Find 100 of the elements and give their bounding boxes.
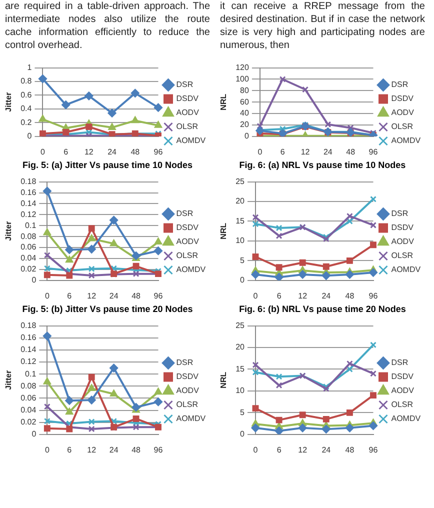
y-tick-label: 1 — [27, 63, 32, 72]
y-axis-title: Jitter — [4, 92, 14, 112]
x-tick-label: 96 — [154, 445, 164, 454]
y-tick-label: 80 — [240, 86, 250, 95]
x-tick-label: 96 — [368, 445, 378, 454]
legend-label: DSDV — [391, 223, 414, 232]
legend-label: AOMDV — [391, 414, 422, 424]
y-tick-label: 40 — [240, 108, 250, 118]
y-tick-label: 0.08 — [20, 381, 37, 390]
x-tick-label: 0 — [40, 147, 46, 156]
text: are required in a table-driven approach. The intermediate nodes also utilize the route cache information efficiently to reduce the control overhead. — [5, 0, 210, 52]
x-tick-label: 96 — [368, 147, 378, 156]
x-tick-label: 6 — [280, 147, 286, 156]
x-tick-label: 48 — [132, 445, 142, 454]
x-tick-label: 6 — [276, 291, 282, 300]
legend-label: AOMDV — [391, 136, 422, 146]
y-tick-label: 0.12 — [20, 357, 37, 366]
y-tick-label: 0.2 — [20, 118, 32, 127]
text: Fig. 5: (a) Jitter Vs pause time 10 Nodes — [21, 160, 194, 172]
x-tick-label: 24 — [322, 445, 332, 454]
y-tick-label: 0.4 — [20, 104, 32, 114]
y-axis-title: Jitter — [4, 221, 14, 241]
y-tick-label: 0.04 — [20, 405, 37, 414]
x-tick-label: 0 — [258, 147, 263, 156]
y-axis-title: NRL — [219, 372, 228, 388]
x-tick-label: 48 — [346, 147, 356, 156]
y-tick-label: 20 — [236, 342, 246, 352]
legend-label: AODV — [176, 386, 200, 396]
legend-label: DSR — [176, 358, 194, 368]
x-tick-label: 48 — [345, 445, 355, 454]
y-tick-label: 0 — [240, 276, 246, 285]
text: Fig. 6: (b) NRL Vs pause time 20 Nodes — [238, 304, 407, 316]
y-tick-label: 0.16 — [20, 188, 37, 197]
x-tick-label: 12 — [87, 291, 97, 300]
x-tick-label: 0 — [44, 445, 50, 454]
x-tick-label: 24 — [322, 291, 332, 300]
legend-label: AODV — [391, 237, 415, 246]
x-tick-label: 24 — [108, 147, 118, 156]
y-tick-label: 0 — [32, 430, 37, 439]
y-tick-label: 20 — [240, 120, 250, 130]
x-tick-label: 0 — [253, 291, 258, 300]
y-tick-label: 5 — [240, 408, 246, 417]
legend-label: OLSR — [391, 400, 414, 410]
y-tick-label: 0.02 — [20, 264, 37, 274]
y-tick-label: 0 — [240, 430, 246, 439]
legend-label: AODV — [391, 108, 415, 118]
legend-label: OLSR — [391, 251, 414, 260]
legend-label: DSDV — [176, 372, 200, 382]
x-tick-label: 96 — [154, 291, 164, 300]
x-tick-label: 0 — [44, 291, 50, 300]
y-tick-label: 0.06 — [20, 393, 37, 402]
x-tick-label: 0 — [253, 445, 258, 454]
x-tick-label: 12 — [298, 445, 308, 454]
y-axis-title: Jitter — [4, 370, 14, 390]
y-tick-label: 25 — [236, 177, 246, 186]
y-tick-label: 120 — [236, 63, 250, 72]
x-tick-label: 12 — [298, 291, 308, 300]
y-tick-label: 100 — [236, 74, 250, 84]
y-tick-label: 0.6 — [20, 90, 32, 100]
x-tick-label: 12 — [84, 147, 94, 156]
y-tick-label: 5 — [240, 256, 246, 265]
text: Fig. 5: (b) Jitter Vs pause time 20 Nodes — [21, 304, 194, 316]
y-tick-label: 0.18 — [20, 177, 37, 186]
legend-label: OLSR — [176, 400, 198, 410]
legend-label: DSDV — [176, 223, 200, 232]
y-tick-label: 0 — [244, 132, 250, 141]
legend-label: OLSR — [176, 251, 198, 260]
y-tick-label: 15 — [236, 216, 246, 226]
x-tick-label: 6 — [276, 445, 282, 454]
legend-label: AODV — [176, 237, 200, 246]
y-tick-label: 10 — [236, 236, 246, 246]
legend-label: DSR — [176, 80, 194, 90]
y-tick-label: 15 — [236, 364, 246, 374]
legend-label: AODV — [176, 108, 200, 118]
legend-label: AOMDV — [176, 265, 206, 274]
x-tick-label: 48 — [345, 291, 355, 300]
text: Fig. 6: (a) NRL Vs pause time 10 Nodes — [238, 160, 407, 172]
text: it can receive a RREP message from the desired destination. But if in case the network size is very high and participating nodes are numerous, then — [220, 0, 425, 52]
legend-label: DSDV — [391, 372, 414, 382]
legend-label: AODV — [391, 386, 415, 396]
x-tick-label: 24 — [109, 291, 119, 300]
y-tick-label: 0.04 — [20, 254, 37, 263]
legend-label: DSDV — [391, 94, 414, 104]
y-tick-label: 0.02 — [20, 418, 37, 427]
y-tick-label: 0.12 — [20, 210, 37, 219]
y-tick-label: 0.1 — [25, 220, 37, 230]
x-tick-label: 12 — [300, 147, 310, 156]
y-tick-label: 20 — [236, 196, 246, 206]
legend-label: OLSR — [176, 122, 198, 132]
y-tick-label: 0.8 — [20, 76, 32, 86]
y-tick-label: 0.1 — [25, 369, 37, 378]
y-tick-label: 0 — [32, 276, 37, 285]
x-tick-label: 48 — [132, 291, 142, 300]
legend-label: DSR — [391, 358, 408, 368]
x-tick-label: 24 — [109, 445, 119, 454]
y-tick-label: 10 — [236, 386, 246, 396]
x-tick-label: 24 — [323, 147, 333, 156]
x-tick-label: 6 — [67, 445, 72, 454]
y-tick-label: 60 — [240, 97, 250, 106]
y-tick-label: 0.08 — [20, 232, 37, 241]
